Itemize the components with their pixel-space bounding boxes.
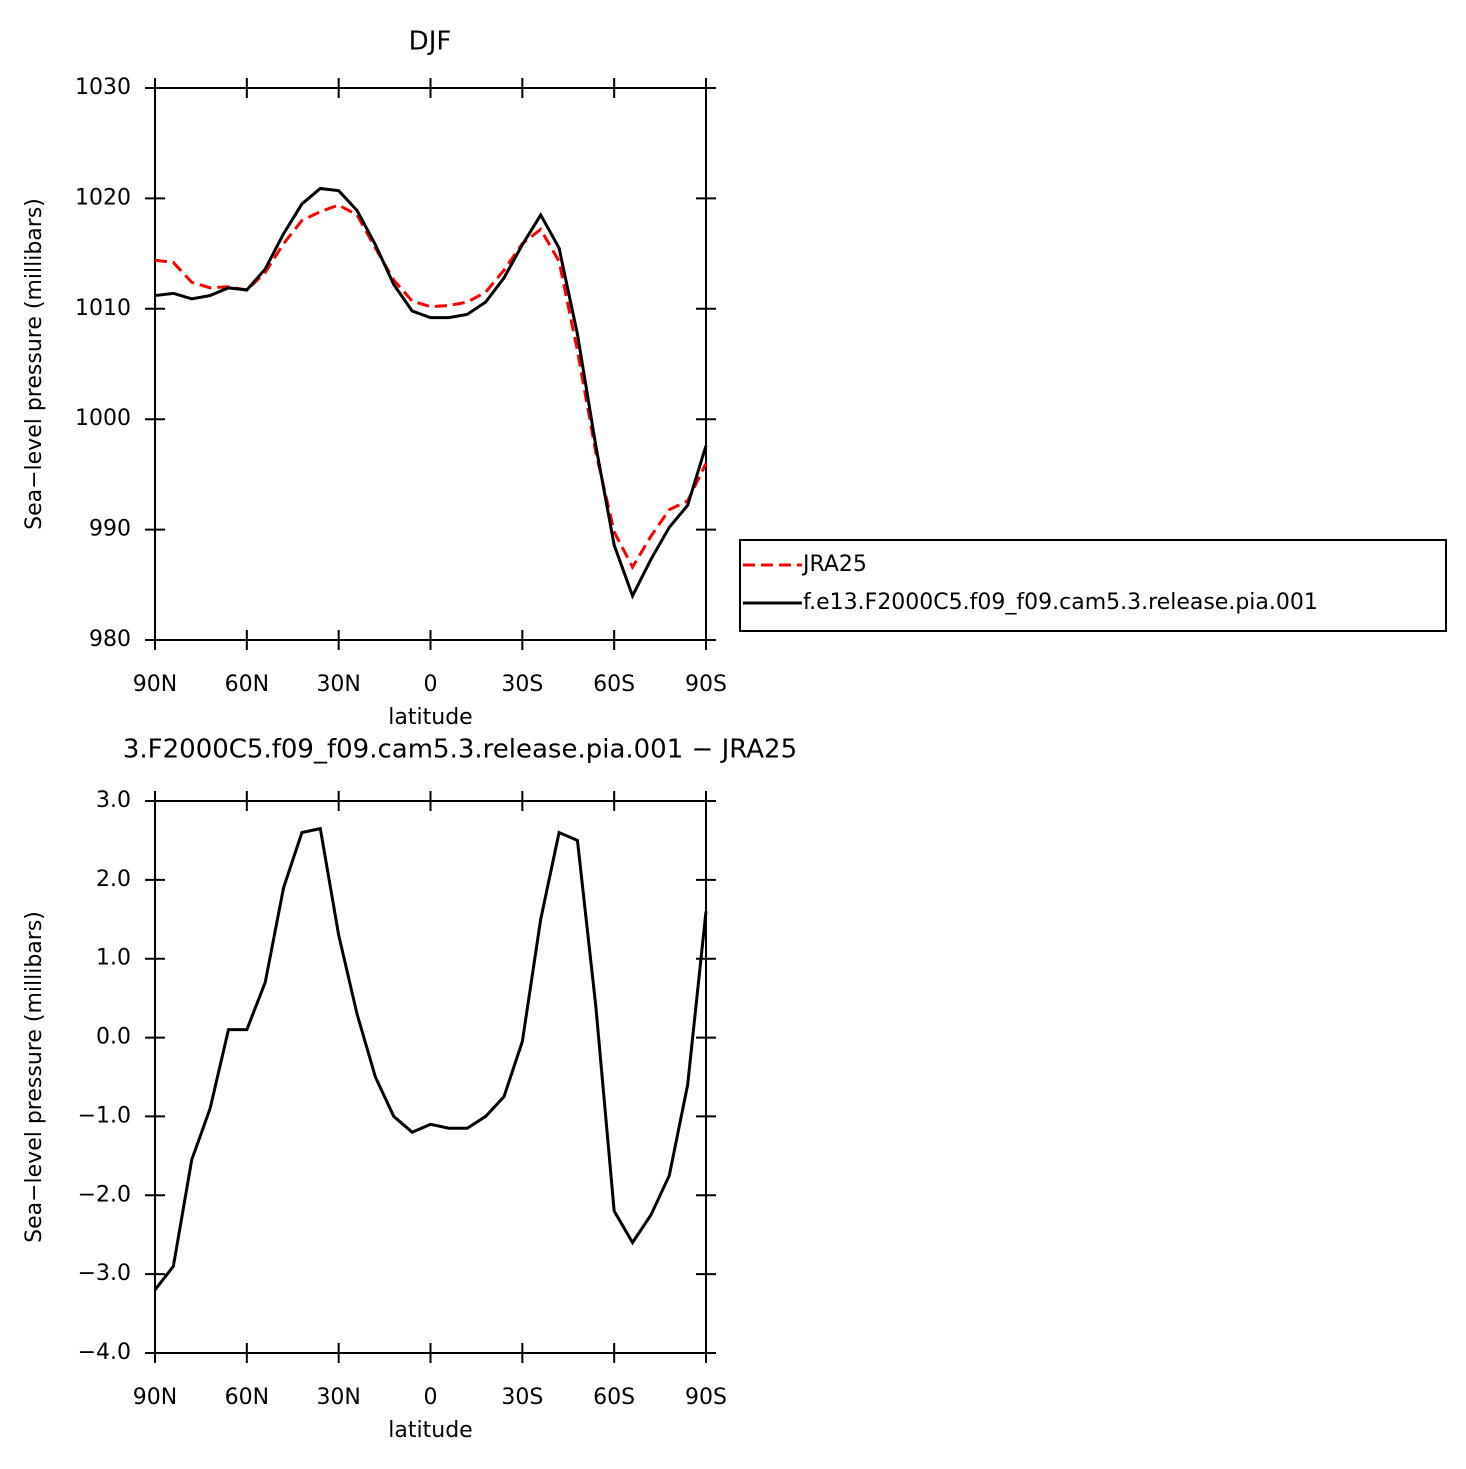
x-tick-label: 60S <box>593 1385 635 1410</box>
y-tick-label: 990 <box>89 517 131 542</box>
y-tick-label: 3.0 <box>96 788 131 813</box>
x-tick-label: 90S <box>685 1385 727 1410</box>
x-tick-label: 90S <box>685 672 727 697</box>
x-tick-label: 0 <box>424 1385 438 1410</box>
x-tick-label: 60S <box>593 672 635 697</box>
panel: 3.F2000C5.f09_f09.cam5.3.release.pia.001… <box>22 735 797 1444</box>
chart-title: DJF <box>409 27 452 57</box>
y-tick-label: −2.0 <box>78 1182 131 1207</box>
x-axis-label: latitude <box>388 705 472 730</box>
legend-box <box>739 539 1447 632</box>
y-axis-label: Sea−level pressure (millibars) <box>22 198 47 530</box>
data-line <box>154 186 708 600</box>
y-tick-label: 1020 <box>75 185 131 210</box>
y-tick-label: 980 <box>89 627 131 652</box>
y-tick-label: −4.0 <box>78 1340 131 1365</box>
x-tick-label: 30S <box>501 672 543 697</box>
data-line <box>153 826 708 1291</box>
x-tick-label: 60N <box>225 1385 269 1410</box>
x-axis-label: latitude <box>388 1418 472 1443</box>
chart-title: 3.F2000C5.f09_f09.cam5.3.release.pia.001… <box>123 735 797 765</box>
x-tick-label: 90N <box>133 672 177 697</box>
x-tick-label: 60N <box>225 672 269 697</box>
x-tick-label: 90N <box>133 1385 177 1410</box>
y-tick-label: 1000 <box>75 406 131 431</box>
x-tick-label: 30N <box>316 1385 360 1410</box>
y-tick-label: −3.0 <box>78 1261 131 1286</box>
y-tick-label: 0.0 <box>96 1025 131 1050</box>
y-tick-label: 1010 <box>75 296 131 321</box>
y-tick-label: 1030 <box>75 75 131 100</box>
x-tick-label: 0 <box>424 672 438 697</box>
plot-frame <box>154 87 707 641</box>
y-tick-label: 2.0 <box>96 867 131 892</box>
data-line <box>154 203 708 571</box>
y-tick-label: 1.0 <box>96 946 131 971</box>
x-tick-label: 30S <box>501 1385 543 1410</box>
plot-frame <box>154 800 707 1354</box>
legend-label: f.e13.F2000C5.f09_f09.cam5.3.release.pia… <box>803 590 1318 615</box>
legend-label: JRA25 <box>801 552 867 577</box>
x-tick-label: 30N <box>316 672 360 697</box>
panel: DJF 980 990 1000 1010 1020 1030 90N 60N 30N 0 30S 60… <box>22 27 1447 730</box>
y-axis-label: Sea−level pressure (millibars) <box>22 911 47 1243</box>
y-tick-label: −1.0 <box>78 1103 131 1128</box>
